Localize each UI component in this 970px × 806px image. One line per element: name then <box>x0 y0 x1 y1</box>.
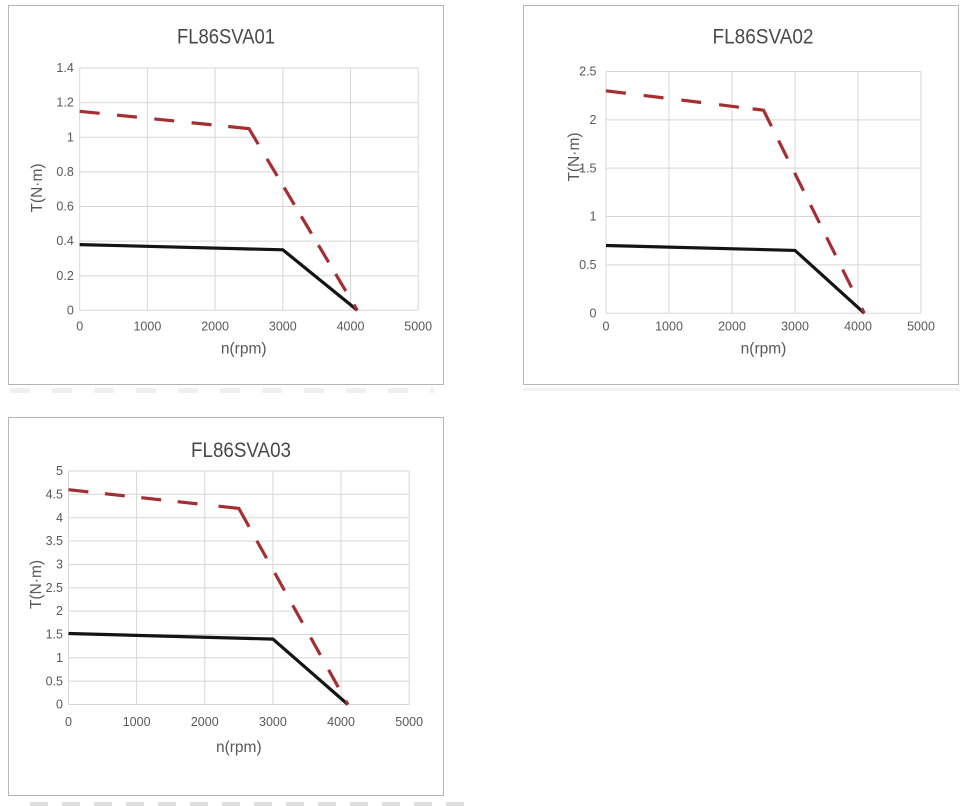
svg-text:2: 2 <box>590 113 597 127</box>
svg-text:2000: 2000 <box>201 320 229 334</box>
svg-text:5000: 5000 <box>907 320 935 334</box>
svg-text:3: 3 <box>56 558 63 572</box>
svg-text:3000: 3000 <box>259 715 287 729</box>
svg-text:2: 2 <box>56 604 63 618</box>
svg-text:1: 1 <box>67 130 74 144</box>
svg-text:2.5: 2.5 <box>579 65 596 79</box>
svg-text:3000: 3000 <box>269 320 297 334</box>
svg-text:1000: 1000 <box>133 320 161 334</box>
svg-text:4: 4 <box>56 511 63 525</box>
svg-text:4000: 4000 <box>844 320 872 334</box>
svg-text:T(N·m): T(N·m) <box>566 132 583 181</box>
svg-text:4.5: 4.5 <box>46 487 63 501</box>
svg-text:3000: 3000 <box>781 320 809 334</box>
svg-text:3.5: 3.5 <box>46 534 63 548</box>
svg-text:0.2: 0.2 <box>56 269 73 283</box>
svg-text:0.5: 0.5 <box>579 258 596 272</box>
svg-text:0.6: 0.6 <box>56 200 73 214</box>
svg-text:1000: 1000 <box>655 320 683 334</box>
svg-text:T(N·m): T(N·m) <box>28 560 45 609</box>
svg-text:0: 0 <box>65 715 72 729</box>
svg-text:2000: 2000 <box>718 320 746 334</box>
svg-text:1.2: 1.2 <box>56 96 73 110</box>
svg-text:0: 0 <box>590 306 597 320</box>
svg-text:2000: 2000 <box>191 715 219 729</box>
svg-text:5: 5 <box>56 464 63 478</box>
svg-text:FL86SVA01: FL86SVA01 <box>177 24 275 48</box>
svg-text:0.8: 0.8 <box>56 165 73 179</box>
svg-text:1000: 1000 <box>123 715 151 729</box>
svg-text:n(rpm): n(rpm) <box>216 739 262 756</box>
svg-text:5000: 5000 <box>404 320 432 334</box>
svg-text:n(rpm): n(rpm) <box>741 340 787 357</box>
svg-text:0: 0 <box>67 303 74 317</box>
svg-text:0.5: 0.5 <box>46 674 63 688</box>
svg-text:0.4: 0.4 <box>56 234 73 248</box>
svg-text:4000: 4000 <box>337 320 365 334</box>
svg-text:4000: 4000 <box>327 715 355 729</box>
svg-text:0: 0 <box>56 698 63 712</box>
svg-text:FL86SVA02: FL86SVA02 <box>713 24 814 48</box>
svg-text:FL86SVA03: FL86SVA03 <box>191 438 291 462</box>
svg-text:1.4: 1.4 <box>56 61 73 75</box>
svg-text:n(rpm): n(rpm) <box>221 340 267 357</box>
svg-text:2.5: 2.5 <box>46 581 63 595</box>
svg-text:1: 1 <box>590 210 597 224</box>
svg-text:0: 0 <box>76 320 83 334</box>
svg-text:1: 1 <box>56 651 63 665</box>
svg-text:T(N·m): T(N·m) <box>29 163 46 212</box>
svg-text:1.5: 1.5 <box>579 161 596 175</box>
svg-text:5000: 5000 <box>395 715 423 729</box>
svg-text:0: 0 <box>603 320 610 334</box>
svg-text:1.5: 1.5 <box>46 628 63 642</box>
